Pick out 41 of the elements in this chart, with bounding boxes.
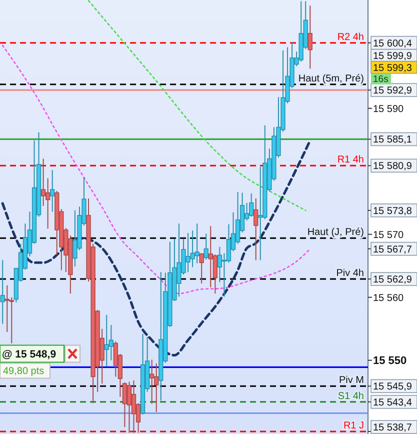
- annotation: @ 15 548,9: [2, 348, 56, 360]
- ref-line-label: R1 4h: [337, 154, 364, 166]
- candlestick: [108, 324, 114, 361]
- y-tick-label: 15 567,7: [373, 244, 412, 256]
- y-tick-label: 15 550: [373, 355, 407, 368]
- candlestick: [254, 198, 258, 261]
- candlestick: [126, 381, 132, 434]
- candlestick: [258, 166, 263, 261]
- candlestick: [150, 359, 154, 404]
- y-tick-label: 15 573,8: [373, 206, 412, 217]
- y-tick-label: 15 585,1: [373, 134, 412, 146]
- y-tick-label: 15 538,7: [373, 422, 412, 434]
- candlestick: [308, 5, 312, 70]
- y-tick-label: 15 570: [373, 230, 404, 241]
- y-tick-label: 15 545,9: [373, 382, 412, 393]
- ref-line-label: Piv M: [339, 375, 364, 386]
- candlestick: [0, 260, 5, 324]
- y-tick-label: 15 562,9: [373, 274, 412, 286]
- ref-line-label: R2 4h: [337, 32, 364, 43]
- y-tick-label: 15 543,4: [373, 397, 412, 408]
- text: 15 599,9: [373, 50, 412, 62]
- ref-line-label: Haut (J, Pré): [307, 227, 364, 238]
- y-tick-label: 15 592,9: [373, 86, 412, 97]
- ref-line-label: Piv 4h: [336, 268, 364, 280]
- y-tick-label: 15 560: [373, 292, 404, 304]
- candlestick: [131, 380, 136, 434]
- text: 15 599,3: [373, 62, 412, 74]
- y-tick-label: 15 600,4: [373, 38, 412, 50]
- ref-line-label: R1 J: [343, 420, 364, 432]
- annotation: 49,80 pts: [3, 366, 44, 378]
- y-tick-label: 15 580,9: [373, 161, 412, 172]
- candlestick: [199, 252, 204, 284]
- ref-line-label: S1 4h: [338, 390, 364, 402]
- candlestick: [50, 170, 55, 212]
- ref-line-label: Haut (5m, Pré): [298, 73, 364, 84]
- candlestick: [212, 254, 218, 294]
- y-tick-label: 15 590: [373, 104, 404, 115]
- candlestick: [40, 158, 46, 206]
- text: 16s: [373, 74, 389, 86]
- candlestick: [204, 233, 208, 260]
- candlestick: [9, 296, 14, 344]
